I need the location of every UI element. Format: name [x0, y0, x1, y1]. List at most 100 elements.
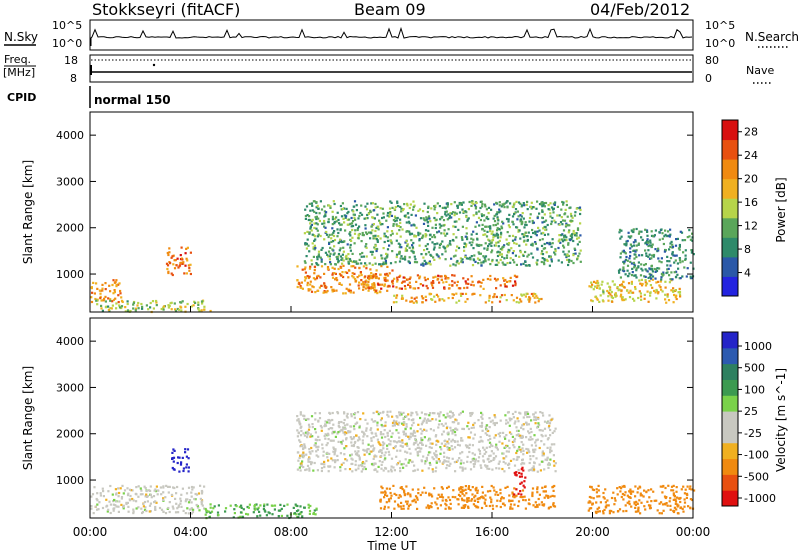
- echo-cell: [634, 503, 637, 507]
- echo-cell: [626, 239, 629, 243]
- echo-cell: [461, 410, 464, 413]
- echo-cell: [685, 275, 688, 278]
- echo-cell: [369, 209, 372, 212]
- echo-cell: [319, 256, 322, 259]
- echo-cell: [676, 505, 679, 508]
- echo-cell: [279, 503, 282, 506]
- echo-cell: [633, 257, 636, 260]
- echo-cell: [606, 289, 609, 293]
- echo-cell: [515, 451, 518, 455]
- echo-cell: [401, 439, 404, 442]
- echo-cell: [496, 211, 499, 214]
- echo-cell: [570, 259, 573, 263]
- echo-cell: [96, 303, 99, 306]
- echo-cell: [647, 255, 650, 258]
- echo-cell: [416, 274, 419, 277]
- echo-cell: [541, 486, 544, 489]
- echo-cell: [610, 496, 614, 500]
- echo-cell: [336, 258, 340, 261]
- echo-cell: [629, 251, 632, 254]
- echo-cell: [154, 488, 157, 491]
- echo-cell: [551, 242, 554, 245]
- echo-cell: [500, 496, 504, 499]
- echo-cell: [334, 461, 337, 464]
- echo-cell: [439, 411, 442, 414]
- echo-cell: [294, 503, 297, 506]
- echo-cell: [478, 252, 481, 255]
- echo-cell: [619, 256, 622, 259]
- echo-cell: [459, 462, 462, 465]
- echo-cell: [149, 502, 152, 505]
- echo-cell: [348, 283, 352, 286]
- echo-cell: [329, 427, 332, 430]
- echo-cell: [461, 238, 464, 241]
- echo-cell: [537, 226, 540, 229]
- echo-cell: [120, 296, 123, 299]
- echo-cell: [381, 223, 384, 226]
- echo-cell: [307, 276, 310, 280]
- echo-cell: [500, 253, 503, 256]
- echo-cell: [470, 255, 473, 258]
- echo-cell: [681, 275, 684, 278]
- echo-cell: [554, 470, 557, 473]
- echo-cell: [535, 504, 539, 507]
- echo-cell: [464, 444, 468, 447]
- echo-cell: [401, 294, 404, 297]
- echo-cell: [436, 242, 439, 245]
- echo-cell: [564, 234, 567, 237]
- echo-cell: [648, 272, 651, 275]
- echo-cell: [387, 506, 390, 509]
- echo-cell: [367, 289, 370, 292]
- echo-cell: [462, 201, 465, 204]
- colorbar-swatch: [722, 474, 738, 491]
- echo-cell: [402, 423, 405, 426]
- echo-cell: [354, 223, 358, 226]
- echo-cell: [480, 466, 483, 469]
- echo-cell: [646, 500, 649, 503]
- echo-cell: [335, 220, 338, 223]
- echo-cell: [398, 250, 401, 253]
- echo-cell: [437, 274, 440, 277]
- echo-cell: [311, 242, 314, 245]
- echo-cell: [176, 257, 179, 260]
- echo-cell: [132, 508, 135, 511]
- echo-cell: [367, 212, 370, 215]
- echo-cell: [512, 299, 515, 302]
- echo-cell: [302, 465, 305, 469]
- echo-cell: [519, 482, 522, 485]
- echo-cell: [396, 201, 399, 205]
- echo-cell: [450, 216, 453, 219]
- echo-cell: [446, 245, 449, 248]
- echo-cell: [449, 507, 452, 510]
- echo-cell: [458, 444, 461, 447]
- echo-cell: [386, 265, 389, 268]
- echo-cell: [483, 452, 486, 455]
- echo-cell: [543, 263, 546, 266]
- echo-cell: [551, 216, 554, 220]
- echo-cell: [377, 465, 380, 468]
- echo-cell: [311, 233, 314, 236]
- echo-cell: [541, 450, 544, 453]
- freq-left-label: Freq.: [4, 53, 31, 66]
- colorbar-tick-label: 28: [744, 126, 758, 139]
- echo-cell: [495, 232, 498, 235]
- echo-cell: [170, 301, 173, 304]
- echo-cell: [264, 510, 267, 513]
- echo-cell: [345, 207, 348, 210]
- echo-cell: [491, 230, 494, 233]
- echo-cell: [503, 202, 506, 205]
- echo-cell: [309, 452, 312, 455]
- echo-cell: [498, 300, 502, 303]
- echo-cell: [531, 467, 534, 470]
- echo-cell: [437, 423, 441, 426]
- echo-cell: [420, 423, 423, 426]
- echo-cell: [108, 500, 111, 503]
- echo-cell: [529, 468, 532, 472]
- echo-cell: [120, 503, 123, 506]
- echo-cell: [165, 484, 168, 487]
- echo-cell: [444, 213, 447, 216]
- echo-cell: [446, 203, 449, 206]
- echo-cell: [538, 298, 541, 301]
- echo-cell: [512, 250, 515, 253]
- echo-cell: [414, 495, 418, 498]
